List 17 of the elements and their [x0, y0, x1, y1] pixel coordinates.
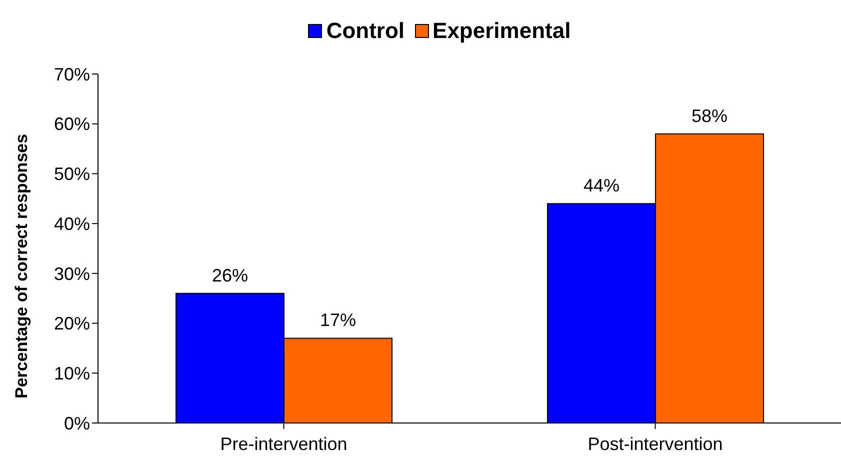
- y-tick-label: 0%: [64, 413, 90, 434]
- y-tick-label: 70%: [54, 64, 90, 84]
- y-tick-label: 60%: [54, 114, 90, 134]
- y-tick-label: 40%: [54, 214, 90, 234]
- y-tick-label: 10%: [54, 364, 90, 384]
- x-tick-label: Post-intervention: [588, 434, 723, 454]
- x-tick-label: Pre-intervention: [220, 434, 348, 454]
- data-label: 58%: [692, 106, 728, 126]
- data-label: 44%: [584, 176, 620, 196]
- y-axis-title: Percentage of correct responses: [12, 134, 32, 398]
- y-tick-label: 50%: [54, 164, 90, 184]
- y-tick-label: 30%: [54, 264, 90, 284]
- data-label: 26%: [212, 265, 248, 286]
- legend-label: Control: [325, 18, 405, 44]
- data-label: 17%: [320, 310, 356, 330]
- legend-label: Experimental: [432, 18, 571, 44]
- y-tick-label: 20%: [54, 314, 90, 334]
